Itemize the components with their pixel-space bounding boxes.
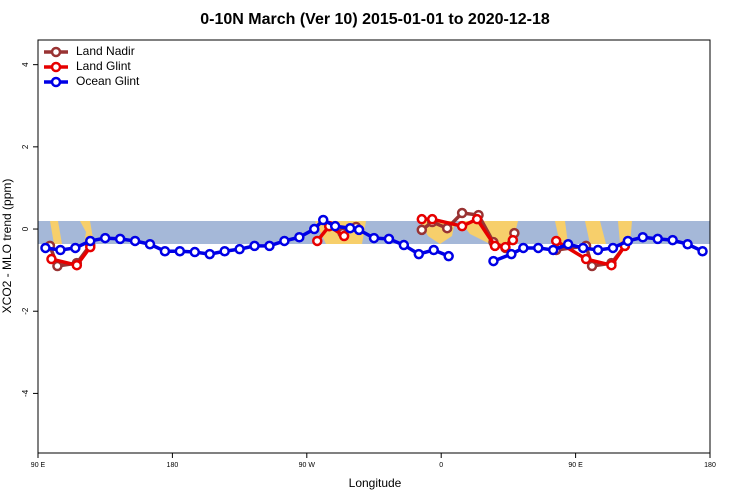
point [344,222,356,234]
legend-marker [50,46,62,58]
y-tick-label: 0 [21,226,30,231]
point [500,241,511,253]
point [85,235,96,247]
point [416,213,428,225]
y-axis-label: XCO2 - MLO trend (ppm) [0,179,14,314]
land-shape [555,221,568,244]
point [40,242,51,254]
point [264,240,275,252]
legend-label: Land Nadir [76,44,135,58]
point [606,259,617,271]
land-shape [585,221,606,244]
point [70,242,81,254]
y-tick-label: -4 [21,389,30,397]
point [234,243,245,255]
point [219,245,230,257]
chart-title: 0-10N March (Ver 10) 2015-01-01 to 2020-… [200,11,550,28]
x-tick-label: 90 E [568,462,583,469]
point [52,260,63,272]
point [682,238,693,250]
point [416,224,428,236]
y-tick-label: -2 [21,307,30,315]
x-axis-label: Longitude [349,476,402,490]
point [562,238,574,250]
point [114,233,126,245]
point [189,246,201,258]
point [204,248,215,260]
point [338,230,350,242]
point [279,235,290,247]
point [667,234,678,246]
point [317,214,329,226]
point [637,232,649,243]
point [249,240,260,252]
point [533,242,544,254]
legend-marker [50,61,62,73]
point [413,248,425,260]
point [159,245,171,257]
legend-label: Land Glint [76,59,131,73]
x-tick-label: 90 E [31,462,46,469]
point [368,232,380,244]
point [488,255,499,267]
point [697,245,708,257]
point [441,222,453,234]
point [428,244,439,256]
point [398,239,410,251]
x-tick-label: 90 W [299,462,316,469]
point [144,238,156,250]
point [652,233,663,245]
point [592,244,604,256]
point [294,232,305,243]
point [99,232,111,244]
ocean-band [38,221,710,244]
point [456,207,468,219]
point [329,220,341,232]
point [518,242,529,254]
plot-frame [37,39,711,454]
point [383,233,395,245]
x-tick-label: 180 [167,462,179,469]
point [353,224,365,236]
point [580,253,592,265]
point [506,248,517,260]
x-tick-label: 180 [704,462,716,469]
point [577,242,589,254]
point [586,260,598,272]
point [129,235,141,247]
y-tick-label: 4 [21,62,30,67]
point [443,250,454,262]
legend-marker [50,76,62,88]
point [426,213,438,225]
point [55,244,66,256]
point [471,213,483,225]
x-tick-label: 0 [439,462,443,469]
point [309,223,320,235]
point [507,234,519,246]
point [607,242,619,254]
point [312,235,323,247]
point [547,244,559,256]
point [71,259,83,271]
point [489,240,501,252]
point [550,235,562,247]
legend-label: Ocean Glint [76,74,140,88]
y-tick-label: 2 [21,144,30,149]
point [456,220,468,232]
point [622,235,634,247]
land-shape [50,221,62,244]
point [174,245,186,257]
point [46,253,57,265]
